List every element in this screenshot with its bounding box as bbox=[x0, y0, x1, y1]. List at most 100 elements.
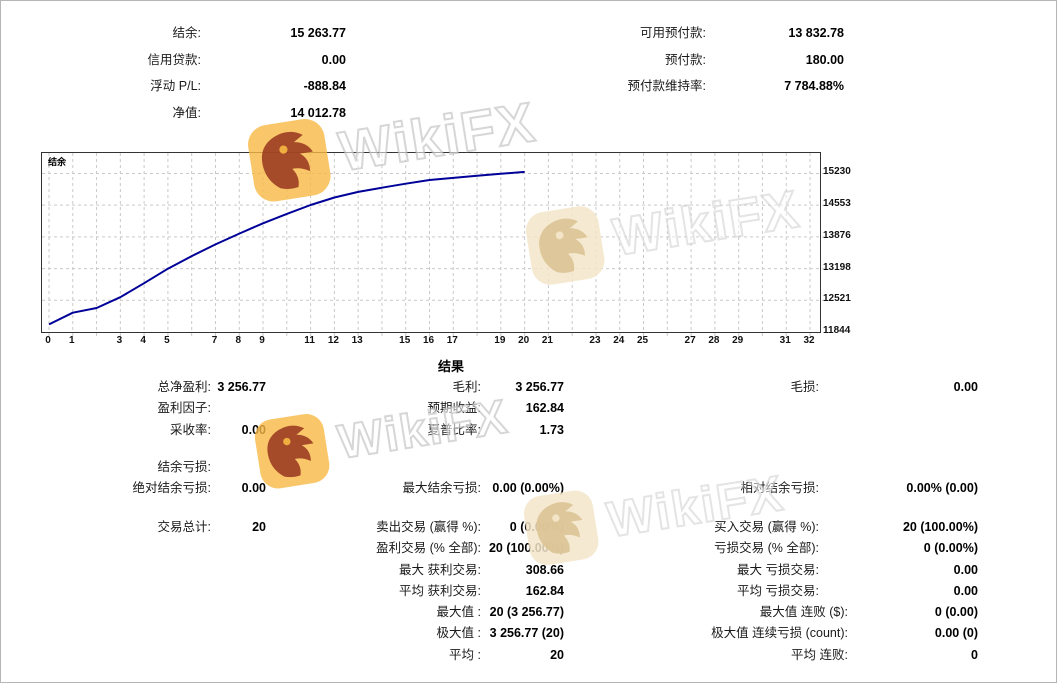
stat-value: 20 bbox=[252, 520, 266, 534]
stat-label: 平均 获利交易: bbox=[399, 583, 481, 598]
results-trades-block: 交易总计: 20 卖出交易 (赢得 %): 0 (0.00%) 买入交易 (赢得 %):… bbox=[1, 517, 1056, 666]
x-axis-tick-label: 0 bbox=[45, 335, 51, 346]
y-axis-tick-label: 12521 bbox=[823, 293, 851, 305]
stat-label: 毛损: bbox=[790, 380, 819, 394]
stat-label: 平均 : bbox=[449, 647, 481, 662]
stat-row: 平均 : 20 平均 连败: 0 bbox=[1, 645, 1056, 666]
stat-value: 162.84 bbox=[525, 401, 564, 416]
summary-label: 信用贷款: bbox=[147, 52, 201, 67]
x-axis-tick-label: 24 bbox=[613, 335, 625, 346]
stat-value: 20 bbox=[550, 647, 564, 662]
chart-legend-label: 结余 bbox=[48, 157, 67, 167]
stat-value: 162.84 bbox=[525, 583, 564, 598]
stat-value: 0.00 bbox=[241, 422, 266, 437]
summary-row: 净值: 14 012.78 bbox=[1, 100, 1056, 127]
stat-label: 买入交易 (赢得 %): bbox=[714, 520, 819, 534]
x-axis-tick-label: 11 bbox=[304, 335, 315, 346]
summary-value: 180.00 bbox=[805, 52, 844, 67]
x-axis-tick-label: 23 bbox=[589, 335, 601, 346]
stat-value: 0.00 bbox=[241, 481, 266, 496]
stat-label: 平均 连败: bbox=[791, 647, 848, 662]
stat-label: 最大 获利交易: bbox=[399, 562, 481, 577]
x-axis-tick-label: 8 bbox=[235, 335, 242, 346]
stat-label: 平均 亏损交易: bbox=[737, 583, 819, 598]
stat-row: 盈利交易 (% 全部): 20 (100.00%) 亏损交易 (% 全部): 0 (0… bbox=[1, 538, 1056, 559]
stat-row: 采收率: 0.00 夏普比率: 1.73 bbox=[1, 420, 1056, 441]
stat-label: 盈利因子: bbox=[157, 401, 211, 416]
stat-row: 最大值 : 20 (3 256.77) 最大值 连败 ($): 0 (0.00) bbox=[1, 602, 1056, 623]
stat-value: 0.00 bbox=[953, 562, 978, 577]
stat-value: 0.00 (0) bbox=[934, 626, 978, 641]
summary-label: 预付款: bbox=[665, 52, 706, 67]
stat-value: 3 256.77 bbox=[217, 380, 266, 394]
x-axis-tick-label: 16 bbox=[422, 335, 435, 346]
stat-label: 预期收益: bbox=[427, 401, 481, 416]
x-axis-labels: 0 1 3 4 5 7 8 9 11 12 13 15 16 17 19 20 21 23 24 25 27 28 29 31… bbox=[1, 335, 1056, 349]
stat-value: 308.66 bbox=[525, 562, 564, 577]
summary-row: 浮动 P/L: -888.84 bbox=[1, 73, 1056, 100]
x-axis-tick-label: 1 bbox=[69, 335, 75, 346]
balance-curve-plot bbox=[42, 153, 825, 336]
y-axis-tick-label: 11844 bbox=[823, 325, 851, 336]
results-section-title: 结果 bbox=[437, 359, 464, 374]
stat-value: 0 (0.00%) bbox=[509, 520, 564, 534]
summary-label: 可用预付款: bbox=[640, 26, 706, 40]
x-axis-tick-label: 20 bbox=[518, 335, 530, 346]
stat-label: 相对结余亏损: bbox=[740, 481, 819, 496]
x-axis-tick-label: 29 bbox=[732, 335, 744, 346]
x-axis-tick-label: 31 bbox=[779, 335, 791, 346]
x-axis-tick-label: 25 bbox=[636, 335, 649, 346]
stat-value: 0.00 bbox=[953, 583, 978, 598]
x-axis-tick-label: 17 bbox=[446, 335, 458, 346]
summary-row: 结余: 15 263.77 bbox=[1, 20, 1056, 47]
stat-label: 交易总计: bbox=[157, 520, 211, 534]
stat-row: 最大 获利交易: 308.66 最大 亏损交易: 0.00 bbox=[1, 560, 1056, 581]
summary-label: 结余: bbox=[172, 26, 201, 40]
stat-value: 20 (3 256.77) bbox=[489, 605, 564, 620]
stat-label: 极大值 : bbox=[436, 626, 481, 641]
stat-row: 平均 获利交易: 162.84 平均 亏损交易: 0.00 bbox=[1, 581, 1056, 602]
stat-value: 20 (100.00%) bbox=[488, 541, 564, 556]
stat-label: 最大 亏损交易: bbox=[737, 562, 819, 577]
stat-row: 盈利因子: 预期收益: 162.84 bbox=[1, 398, 1056, 419]
x-axis-tick-label: 9 bbox=[259, 335, 265, 346]
balance-chart: 结余 bbox=[41, 152, 825, 336]
stat-label: 结余亏损: bbox=[157, 460, 211, 474]
x-axis-tick-label: 3 bbox=[116, 335, 123, 346]
stat-row: 结余亏损: bbox=[1, 457, 1056, 478]
stat-row: 极大值 : 3 256.77 (20) 极大值 连续亏损 (count): 0.00 … bbox=[1, 623, 1056, 644]
x-axis-tick-label: 13 bbox=[351, 335, 363, 346]
stat-label: 亏损交易 (% 全部): bbox=[714, 541, 819, 556]
stat-label: 最大结余亏损: bbox=[402, 481, 481, 496]
stat-value: 0.00 (0.00%) bbox=[492, 481, 564, 496]
y-axis-tick-label: 13876 bbox=[823, 229, 851, 241]
summary-row: 预付款: 180.00 bbox=[1, 47, 1056, 74]
stat-value: 0.00% (0.00) bbox=[906, 481, 978, 496]
stat-label: 总净盈利: bbox=[157, 380, 211, 394]
stat-label: 毛利: bbox=[452, 380, 481, 394]
x-axis-tick-label: 4 bbox=[140, 335, 146, 346]
x-axis-tick-label: 7 bbox=[211, 335, 218, 346]
stat-label: 盈利交易 (% 全部): bbox=[376, 541, 481, 556]
x-axis-tick-label: 32 bbox=[803, 335, 815, 346]
results-profit-block: 总净盈利: 3 256.77 毛利: 3 256.77 毛损: 0.00 盈利因子: 预期收益… bbox=[1, 377, 1056, 441]
stat-value: 1.73 bbox=[539, 422, 564, 437]
x-axis-tick-label: 15 bbox=[399, 335, 411, 346]
summary-value: 14 012.78 bbox=[290, 106, 346, 121]
stat-value: 0 (0.00%) bbox=[923, 541, 978, 556]
summary-row: 可用预付款: 13 832.78 bbox=[1, 20, 1056, 47]
summary-value: 0.00 bbox=[321, 52, 346, 67]
stat-value: 0 (0.00) bbox=[934, 605, 978, 620]
summary-row: 信用贷款: 0.00 bbox=[1, 47, 1056, 74]
summary-value: 15 263.77 bbox=[290, 26, 346, 40]
balance-line bbox=[48, 170, 525, 326]
summary-value: 7 784.88% bbox=[784, 79, 844, 94]
summary-label: 净值: bbox=[172, 106, 201, 121]
stat-label: 卖出交易 (赢得 %): bbox=[376, 520, 481, 534]
stat-row: 交易总计: 20 卖出交易 (赢得 %): 0 (0.00%) 买入交易 (赢得 %):… bbox=[1, 517, 1056, 538]
stat-label: 绝对结余亏损: bbox=[132, 481, 211, 496]
y-axis-tick-label: 13198 bbox=[823, 261, 851, 273]
stat-value: 0.00 bbox=[953, 380, 978, 394]
x-axis-tick-label: 12 bbox=[327, 335, 339, 346]
